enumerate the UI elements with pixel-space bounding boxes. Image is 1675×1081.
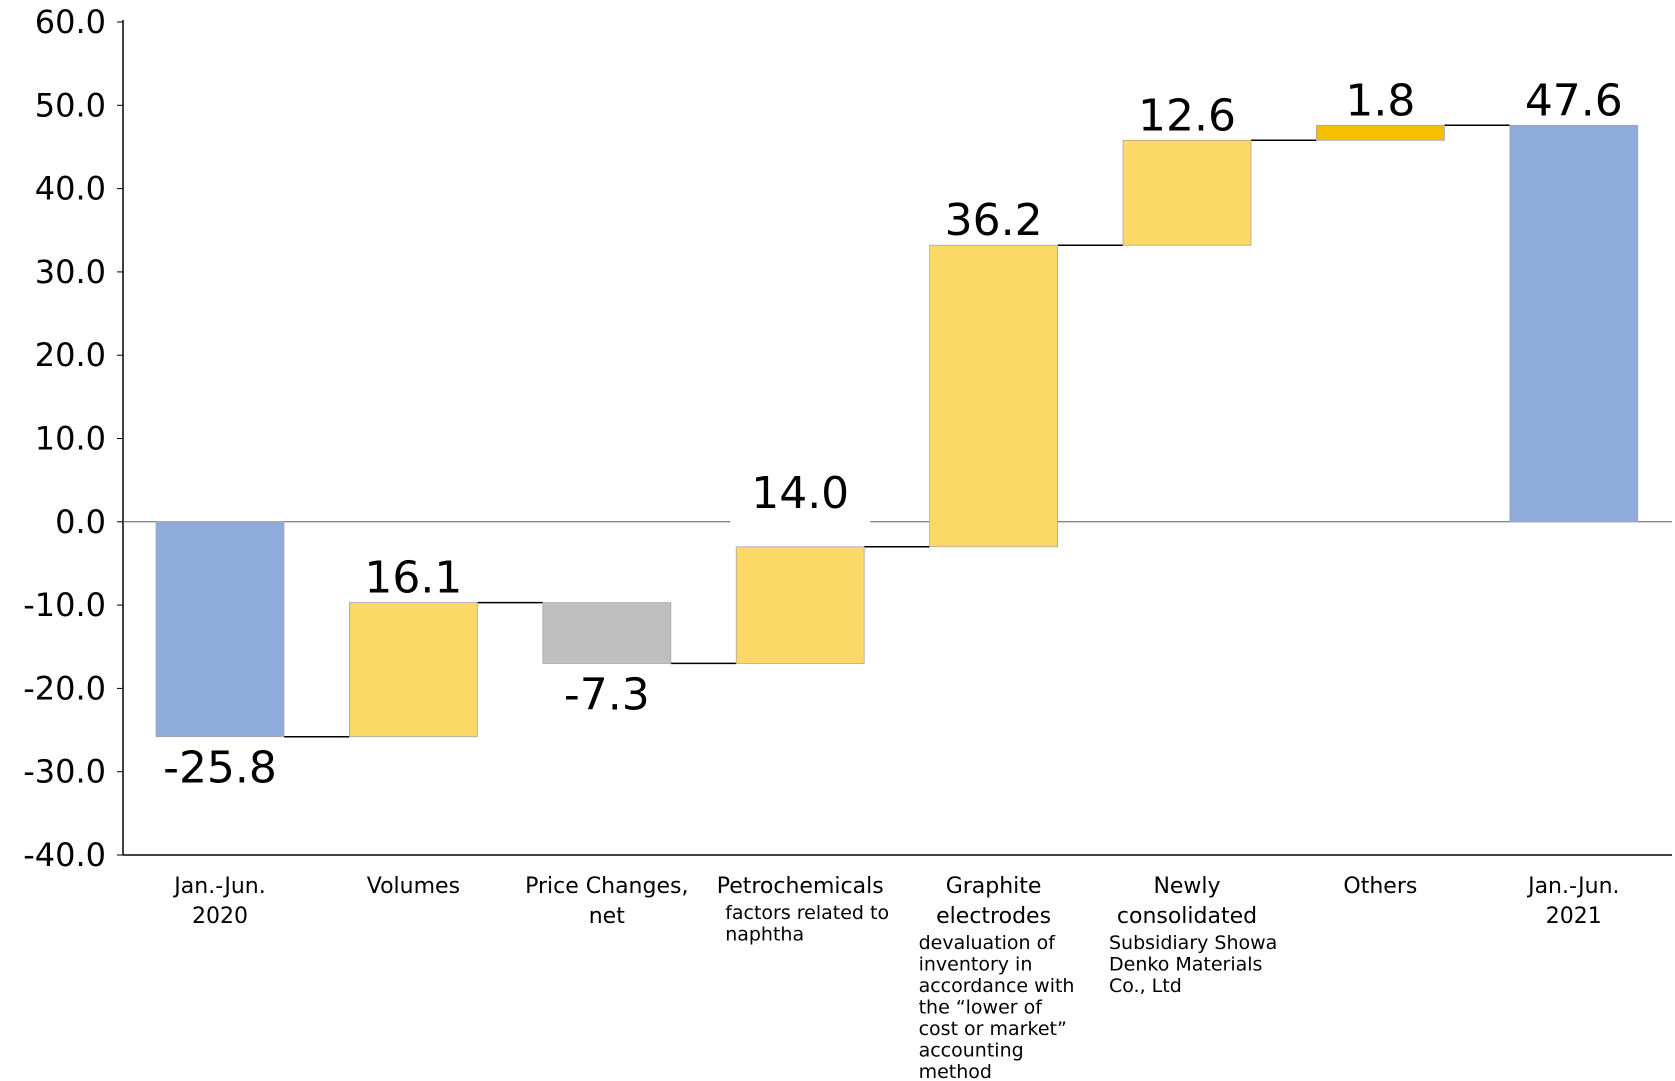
y-tick-label: 20.0 [35, 336, 106, 374]
y-tick-label: 0.0 [55, 503, 106, 541]
category-label: Price Changes, [525, 874, 688, 899]
y-tick-label: 40.0 [35, 170, 106, 208]
data-label: -7.3 [564, 669, 650, 720]
category-label: net [589, 904, 625, 929]
category-sublabel: factors related to [725, 902, 889, 924]
category-label: Newly [1153, 874, 1220, 899]
category-sublabel: Denko Materials [1109, 954, 1262, 976]
bar-7 [1509, 124, 1639, 523]
category-label: Jan.-Jun. [1526, 874, 1619, 899]
category-label: consolidated [1117, 904, 1257, 929]
bar-5 [1122, 139, 1252, 246]
data-label: 36.2 [945, 195, 1043, 246]
bar-1 [348, 602, 478, 738]
label-backdrop [730, 519, 871, 523]
category-sublabel: Co., Ltd [1109, 975, 1182, 997]
category-label: electrodes [936, 904, 1051, 929]
data-label: 14.0 [751, 468, 849, 519]
category-label: 2021 [1546, 904, 1602, 929]
bar-3 [735, 546, 865, 664]
y-tick-label: 30.0 [35, 253, 106, 291]
data-label: 47.6 [1525, 75, 1623, 126]
y-tick-label: -20.0 [23, 669, 106, 707]
y-tick-label: 10.0 [35, 420, 106, 458]
y-tick-label: -40.0 [23, 836, 106, 874]
category-label: Others [1343, 874, 1417, 899]
category-sublabel: accounting [919, 1040, 1024, 1062]
y-tick-label: -10.0 [23, 586, 106, 624]
category-sublabel: accordance with [919, 975, 1075, 997]
category-sublabel: Subsidiary Showa [1109, 932, 1277, 954]
data-label: -25.8 [163, 743, 277, 794]
data-label: 1.8 [1345, 75, 1415, 126]
category-sublabel: method [919, 1061, 992, 1081]
bar-2 [542, 602, 672, 664]
category-label: Graphite [946, 874, 1042, 899]
category-label: 2020 [192, 904, 248, 929]
y-tick-label: 60.0 [35, 3, 106, 41]
bar-0 [155, 521, 285, 738]
y-tick-label: -30.0 [23, 753, 106, 791]
category-sublabel: inventory in [919, 954, 1033, 976]
bar-4 [929, 244, 1058, 548]
y-tick-label: 50.0 [35, 86, 106, 124]
category-sublabel: naphtha [725, 924, 804, 946]
data-label: 16.1 [364, 553, 462, 604]
bar-6 [1316, 124, 1445, 141]
category-sublabel: the “lower of [919, 997, 1044, 1019]
data-label: 12.6 [1138, 90, 1236, 141]
category-label: Volumes [367, 874, 460, 899]
category-label: Jan.-Jun. [172, 874, 265, 899]
category-sublabel: devaluation of [919, 932, 1057, 954]
category-label: Petrochemicals [717, 874, 884, 899]
category-sublabel: cost or market” [919, 1018, 1067, 1040]
